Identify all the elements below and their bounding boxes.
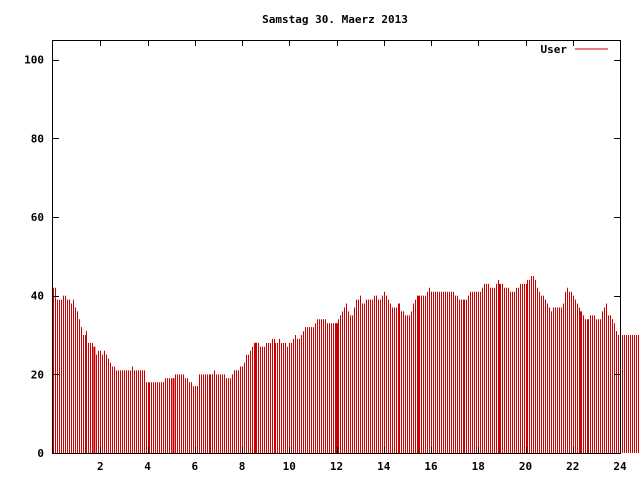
y-tick-label: 80	[31, 132, 44, 145]
y-tick-label: 40	[31, 290, 44, 303]
x-tick-label: 14	[377, 460, 391, 473]
chart-title: Samstag 30. Maerz 2013	[262, 13, 408, 26]
x-tick-label: 2	[97, 460, 104, 473]
legend: User	[541, 43, 608, 56]
y-tick-label: 60	[31, 211, 44, 224]
bar-highlight	[580, 311, 583, 453]
x-tick-label: 12	[330, 460, 343, 473]
plot-frame	[52, 40, 621, 454]
y-tick-label: 100	[24, 54, 44, 67]
x-tick-label: 10	[283, 460, 296, 473]
x-tick-label: 8	[239, 460, 246, 473]
legend-label: User	[541, 43, 568, 56]
bar-highlight	[253, 342, 256, 453]
bars-group	[53, 276, 639, 453]
bar-highlight	[335, 323, 338, 453]
bar-highlight	[172, 378, 175, 453]
x-tick-label: 20	[519, 460, 532, 473]
bar-highlight	[498, 283, 501, 453]
y-tick-label: 0	[37, 447, 44, 460]
x-tick-label: 16	[424, 460, 438, 473]
x-tick-label: 22	[566, 460, 579, 473]
x-tick-label: 6	[191, 460, 198, 473]
x-tick-label: 18	[472, 460, 485, 473]
bar-highlight	[93, 346, 96, 453]
x-tick-label: 4	[144, 460, 151, 473]
x-tick-label: 24	[613, 460, 627, 473]
bar-highlight	[417, 295, 420, 453]
y-tick-label: 20	[31, 368, 44, 381]
